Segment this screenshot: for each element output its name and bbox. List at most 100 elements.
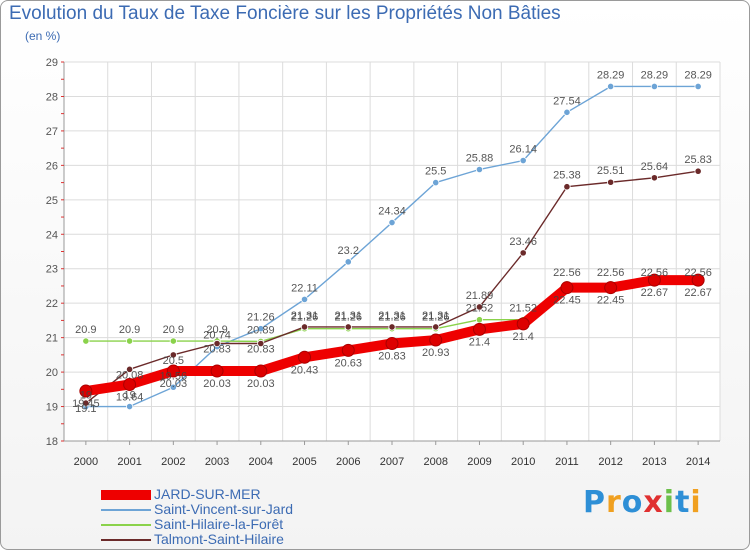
- chart-subtitle: (en %): [25, 29, 61, 43]
- data-label-0: 22.45: [553, 295, 581, 307]
- data-point-0: [254, 364, 268, 378]
- data-label-3: 25.51: [597, 165, 625, 177]
- data-label-0: 19.64: [116, 391, 144, 403]
- x-tick-label: 2002: [161, 456, 185, 468]
- data-label-1: 20.74: [203, 330, 231, 342]
- legend-item-saint-hilaire: Saint-Hilaire-la-Forêt: [101, 517, 381, 532]
- data-label-1: 22.11: [291, 282, 318, 294]
- data-label-3: 21.89: [466, 290, 494, 302]
- data-label-3: 25.64: [641, 161, 669, 173]
- data-label-0: 21.4: [512, 331, 533, 343]
- data-point-0: [516, 317, 530, 331]
- data-point-0: [341, 343, 355, 357]
- data-label-2: 21.52: [509, 303, 537, 315]
- data-point-0: [385, 336, 399, 350]
- data-point-3: [169, 351, 177, 359]
- data-label-0: 20.03: [247, 378, 275, 390]
- data-label-3: 20.83: [203, 343, 231, 355]
- data-point-3: [519, 249, 527, 257]
- data-point-3: [650, 174, 659, 182]
- data-point-3: [213, 339, 221, 348]
- data-label-1: 28.29: [641, 69, 669, 81]
- data-label-3: 20.5: [163, 355, 184, 367]
- y-tick-label: 18: [46, 436, 58, 448]
- data-label-1: 25.88: [466, 152, 494, 164]
- y-tick-label: 28: [46, 91, 58, 103]
- chart-title: Evolution du Taux de Taxe Foncière sur l…: [9, 3, 561, 24]
- data-point-3: [388, 323, 396, 331]
- x-tick-label: 2001: [117, 456, 141, 468]
- data-label-0: 20.93: [422, 347, 450, 359]
- data-point-1: [300, 295, 309, 303]
- y-tick-label: 21: [46, 333, 58, 345]
- data-point-1: [432, 178, 440, 187]
- legend-item-saint-vincent: Saint-Vincent-sur-Jard: [101, 502, 381, 517]
- data-point-1: [563, 108, 571, 116]
- logo-letter: o: [621, 485, 644, 520]
- x-tick-label: 2003: [205, 456, 229, 468]
- data-label-1: 21.26: [247, 312, 275, 324]
- data-label-3: 21.31: [378, 310, 406, 322]
- data-label-0: 19.45: [72, 398, 100, 410]
- data-point-1: [344, 258, 352, 266]
- data-point-1: [388, 218, 396, 227]
- data-label-1: 19: [80, 390, 92, 402]
- data-point-0: [79, 384, 93, 398]
- data-point-1: [126, 402, 134, 411]
- data-point-3: [563, 183, 571, 191]
- y-tick-label: 20: [46, 367, 58, 379]
- data-label-2: 20.9: [119, 324, 140, 336]
- logo-letter: i: [690, 485, 702, 520]
- data-label-3: 21.31: [422, 310, 450, 322]
- data-point-2: [169, 337, 177, 345]
- y-tick-label: 29: [46, 57, 58, 69]
- data-point-0: [604, 281, 618, 295]
- legend-label-jard: JARD-SUR-MER: [154, 486, 261, 502]
- x-tick-label: 2000: [74, 456, 98, 468]
- data-point-3: [344, 323, 352, 331]
- data-label-3: 21.31: [335, 310, 363, 322]
- y-tick-label: 24: [46, 229, 58, 241]
- data-point-0: [298, 350, 312, 364]
- logo-letter: r: [606, 485, 622, 520]
- x-tick-label: 2009: [467, 456, 491, 468]
- data-label-2: 21.26: [335, 312, 363, 324]
- data-label-1: 28.29: [597, 69, 625, 81]
- data-label-2: 20.9: [75, 324, 96, 336]
- data-label-0: 20.03: [203, 378, 231, 390]
- data-point-0: [166, 364, 180, 378]
- legend-label-saint-vincent: Saint-Vincent-sur-Jard: [154, 501, 294, 517]
- data-point-2: [475, 316, 484, 324]
- data-label-2: 20.89: [247, 324, 275, 336]
- data-label-3: 25.38: [553, 170, 581, 182]
- data-label-0: 20.03: [160, 378, 188, 390]
- logo-letter: i: [663, 485, 676, 520]
- legend-swatch-saint-hilaire: [101, 524, 151, 526]
- x-tick-label: 2005: [292, 456, 316, 468]
- data-point-1: [607, 82, 615, 91]
- x-tick-label: 2006: [336, 456, 360, 468]
- data-label-2: 21.26: [291, 312, 319, 324]
- data-point-3: [82, 399, 90, 407]
- y-tick-label: 23: [46, 264, 58, 276]
- logo-letter: x: [643, 485, 664, 520]
- y-tick-label: 27: [46, 126, 58, 138]
- data-point-1: [169, 383, 177, 391]
- x-tick-label: 2010: [511, 456, 535, 468]
- data-point-0: [691, 273, 705, 287]
- data-point-0: [429, 333, 443, 347]
- data-point-2: [82, 337, 90, 345]
- data-label-3: 25.83: [684, 154, 712, 166]
- y-tick-label: 25: [46, 195, 58, 207]
- data-label-1: 24.34: [378, 206, 406, 218]
- x-tick-label: 2011: [555, 456, 579, 468]
- legend-swatch-saint-vincent: [101, 509, 151, 511]
- data-label-3: 20.83: [247, 343, 275, 355]
- x-tick-label: 2013: [642, 456, 666, 468]
- data-point-3: [257, 339, 265, 348]
- data-point-0: [472, 322, 486, 336]
- legend-item-talmont: Talmont-Saint-Hilaire: [101, 532, 381, 547]
- data-label-0: 20.43: [291, 364, 319, 376]
- data-point-3: [475, 303, 484, 311]
